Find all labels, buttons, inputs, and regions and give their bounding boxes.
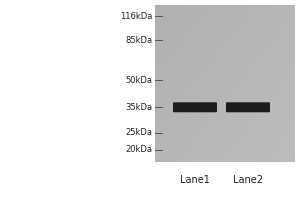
Text: 25kDa: 25kDa: [125, 128, 152, 137]
FancyBboxPatch shape: [173, 102, 217, 112]
Text: Lane1: Lane1: [180, 175, 210, 185]
Text: 85kDa: 85kDa: [125, 36, 152, 45]
Text: 116kDa: 116kDa: [120, 12, 152, 21]
Text: 20kDa: 20kDa: [125, 145, 152, 154]
FancyBboxPatch shape: [226, 102, 270, 112]
Text: 50kDa: 50kDa: [125, 76, 152, 85]
Text: Lane2: Lane2: [233, 175, 263, 185]
Text: 35kDa: 35kDa: [125, 103, 152, 112]
